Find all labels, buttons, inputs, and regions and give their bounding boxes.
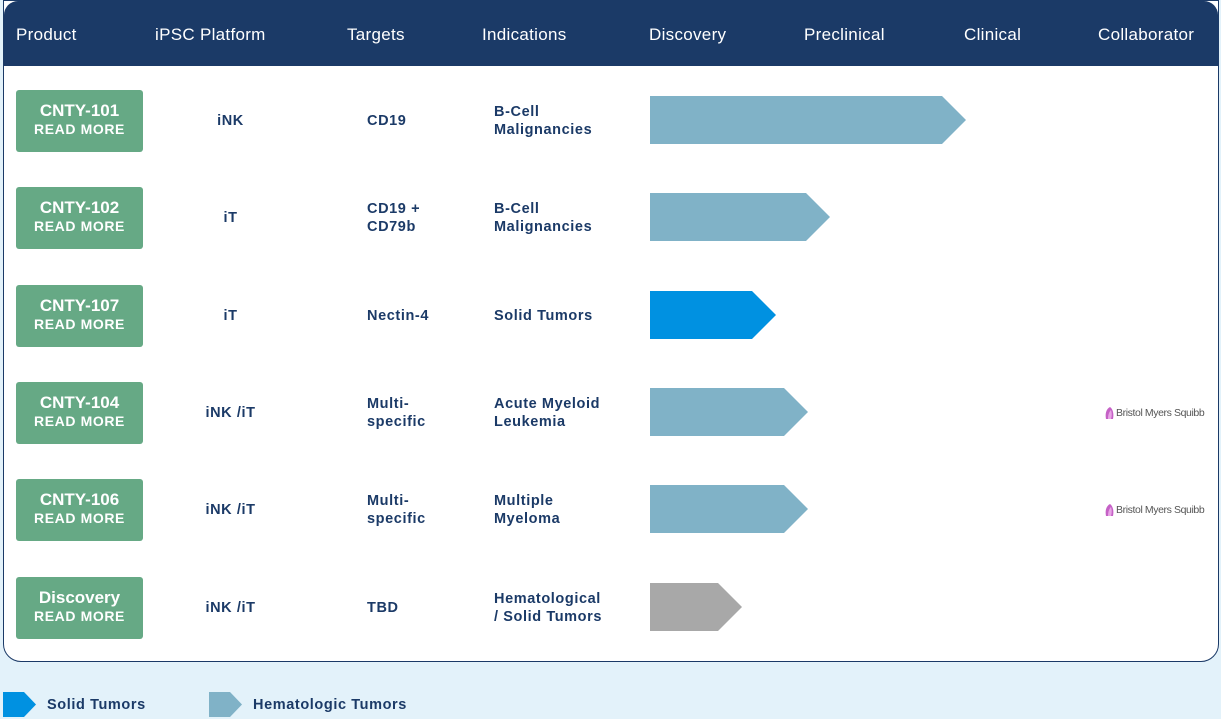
legend-label: Hematologic Tumors xyxy=(253,696,407,713)
collaborator-name: Bristol Myers Squibb xyxy=(1116,504,1205,516)
product-name: Discovery xyxy=(38,588,121,607)
product-read-more-button[interactable]: CNTY-102 READ MORE xyxy=(16,187,143,249)
platform-cell: iT xyxy=(223,210,238,226)
header-targets: Targets xyxy=(347,25,405,44)
header-product: Product xyxy=(16,25,77,44)
collaborator-logo: Bristol Myers Squibb xyxy=(1104,404,1214,422)
product-name: CNTY-102 xyxy=(39,198,120,217)
table-row: CNTY-101 READ MORE iNK CD19 B-Cell Malignanci… xyxy=(4,90,1218,152)
product-read-more-button[interactable]: CNTY-106 READ MORE xyxy=(16,479,143,541)
header-preclinical: Preclinical xyxy=(804,25,885,44)
targets-cell: Multi-specific xyxy=(367,493,426,527)
product-name: CNTY-106 xyxy=(39,490,120,509)
read-more-label: READ MORE xyxy=(34,316,125,332)
indications-cell: Acute Myeloid Leukemia xyxy=(494,396,601,430)
stage-progress-arrow xyxy=(650,583,742,631)
table-header: Product iPSC Platform Targets Indications Di… xyxy=(4,1,1218,66)
stage-progress-arrow-shape xyxy=(650,485,808,533)
platform-cell: iNK /iT xyxy=(205,502,256,518)
indications-cell: B-Cell Malignancies xyxy=(494,104,593,138)
legend-label: Solid Tumors xyxy=(47,696,146,713)
platform-cell: iNK xyxy=(217,113,244,129)
targets-cell: Multi-specific xyxy=(367,396,426,430)
hematologic-legend-swatch-icon xyxy=(209,692,242,717)
indications-cell: Solid Tumors xyxy=(494,308,593,324)
indications-cell: Multiple Myeloma xyxy=(494,493,561,527)
stage-progress-arrow-shape xyxy=(650,291,776,339)
read-more-label: READ MORE xyxy=(34,608,125,624)
table-row: CNTY-102 READ MORE iT CD19 + CD79b B-Cell Mali… xyxy=(4,187,1218,249)
header-ipsc-platform: iPSC Platform xyxy=(155,25,266,44)
targets-cell: Nectin-4 xyxy=(367,308,430,324)
indications-cell: B-Cell Malignancies xyxy=(494,201,593,235)
indications-cell: Hematological / Solid Tumors xyxy=(494,591,603,625)
targets-cell: CD19 xyxy=(367,113,407,129)
collaborator-name: Bristol Myers Squibb xyxy=(1116,407,1205,419)
targets-cell: CD19 + CD79b xyxy=(367,201,421,235)
product-name: CNTY-101 xyxy=(39,101,120,120)
bms-logo-icon xyxy=(1105,504,1114,516)
stage-progress-arrow-shape xyxy=(650,193,830,241)
stage-progress-arrow-shape xyxy=(650,583,742,631)
legend-item-solid-tumors: Solid Tumors xyxy=(3,692,146,717)
header-discovery: Discovery xyxy=(649,25,727,44)
table-row: CNTY-104 READ MORE iNK /iT Multi-specific Ac… xyxy=(4,382,1218,444)
stage-progress-arrow xyxy=(650,193,830,241)
product-name: CNTY-104 xyxy=(39,393,120,412)
product-read-more-button[interactable]: CNTY-107 READ MORE xyxy=(16,285,143,347)
read-more-label: READ MORE xyxy=(34,510,125,526)
product-read-more-button[interactable]: CNTY-101 READ MORE xyxy=(16,90,143,152)
stage-progress-arrow xyxy=(650,96,966,144)
pipeline-table: Product iPSC Platform Targets Indications Di… xyxy=(3,0,1219,662)
targets-cell: TBD xyxy=(367,600,399,616)
read-more-label: READ MORE xyxy=(34,121,125,137)
bms-logo-icon xyxy=(1105,407,1114,419)
platform-cell: iT xyxy=(223,308,238,324)
read-more-label: READ MORE xyxy=(34,218,125,234)
header-indications: Indications xyxy=(482,25,567,44)
stage-progress-arrow-shape xyxy=(650,388,808,436)
table-row: CNTY-106 READ MORE iNK /iT Multi-specific Mu… xyxy=(4,479,1218,541)
product-read-more-button[interactable]: Discovery READ MORE xyxy=(16,577,143,639)
read-more-label: READ MORE xyxy=(34,413,125,429)
product-name: CNTY-107 xyxy=(39,296,120,315)
stage-progress-arrow-shape xyxy=(650,96,966,144)
stage-progress-arrow xyxy=(650,485,808,533)
table-row: CNTY-107 READ MORE iT Nectin-4 Solid Tumors xyxy=(4,285,1218,347)
table-row: Discovery READ MORE iNK /iT TBD Hematologica… xyxy=(4,577,1218,639)
stage-progress-arrow xyxy=(650,291,776,339)
product-read-more-button[interactable]: CNTY-104 READ MORE xyxy=(16,382,143,444)
header-collaborator: Collaborator xyxy=(1098,25,1195,44)
platform-cell: iNK /iT xyxy=(205,405,256,421)
stage-progress-arrow xyxy=(650,388,808,436)
solid-legend-swatch-icon xyxy=(3,692,36,717)
legend-item-hematologic-tumors: Hematologic Tumors xyxy=(209,692,407,717)
platform-cell: iNK /iT xyxy=(205,600,256,616)
header-clinical: Clinical xyxy=(964,25,1022,44)
collaborator-logo: Bristol Myers Squibb xyxy=(1104,501,1214,519)
